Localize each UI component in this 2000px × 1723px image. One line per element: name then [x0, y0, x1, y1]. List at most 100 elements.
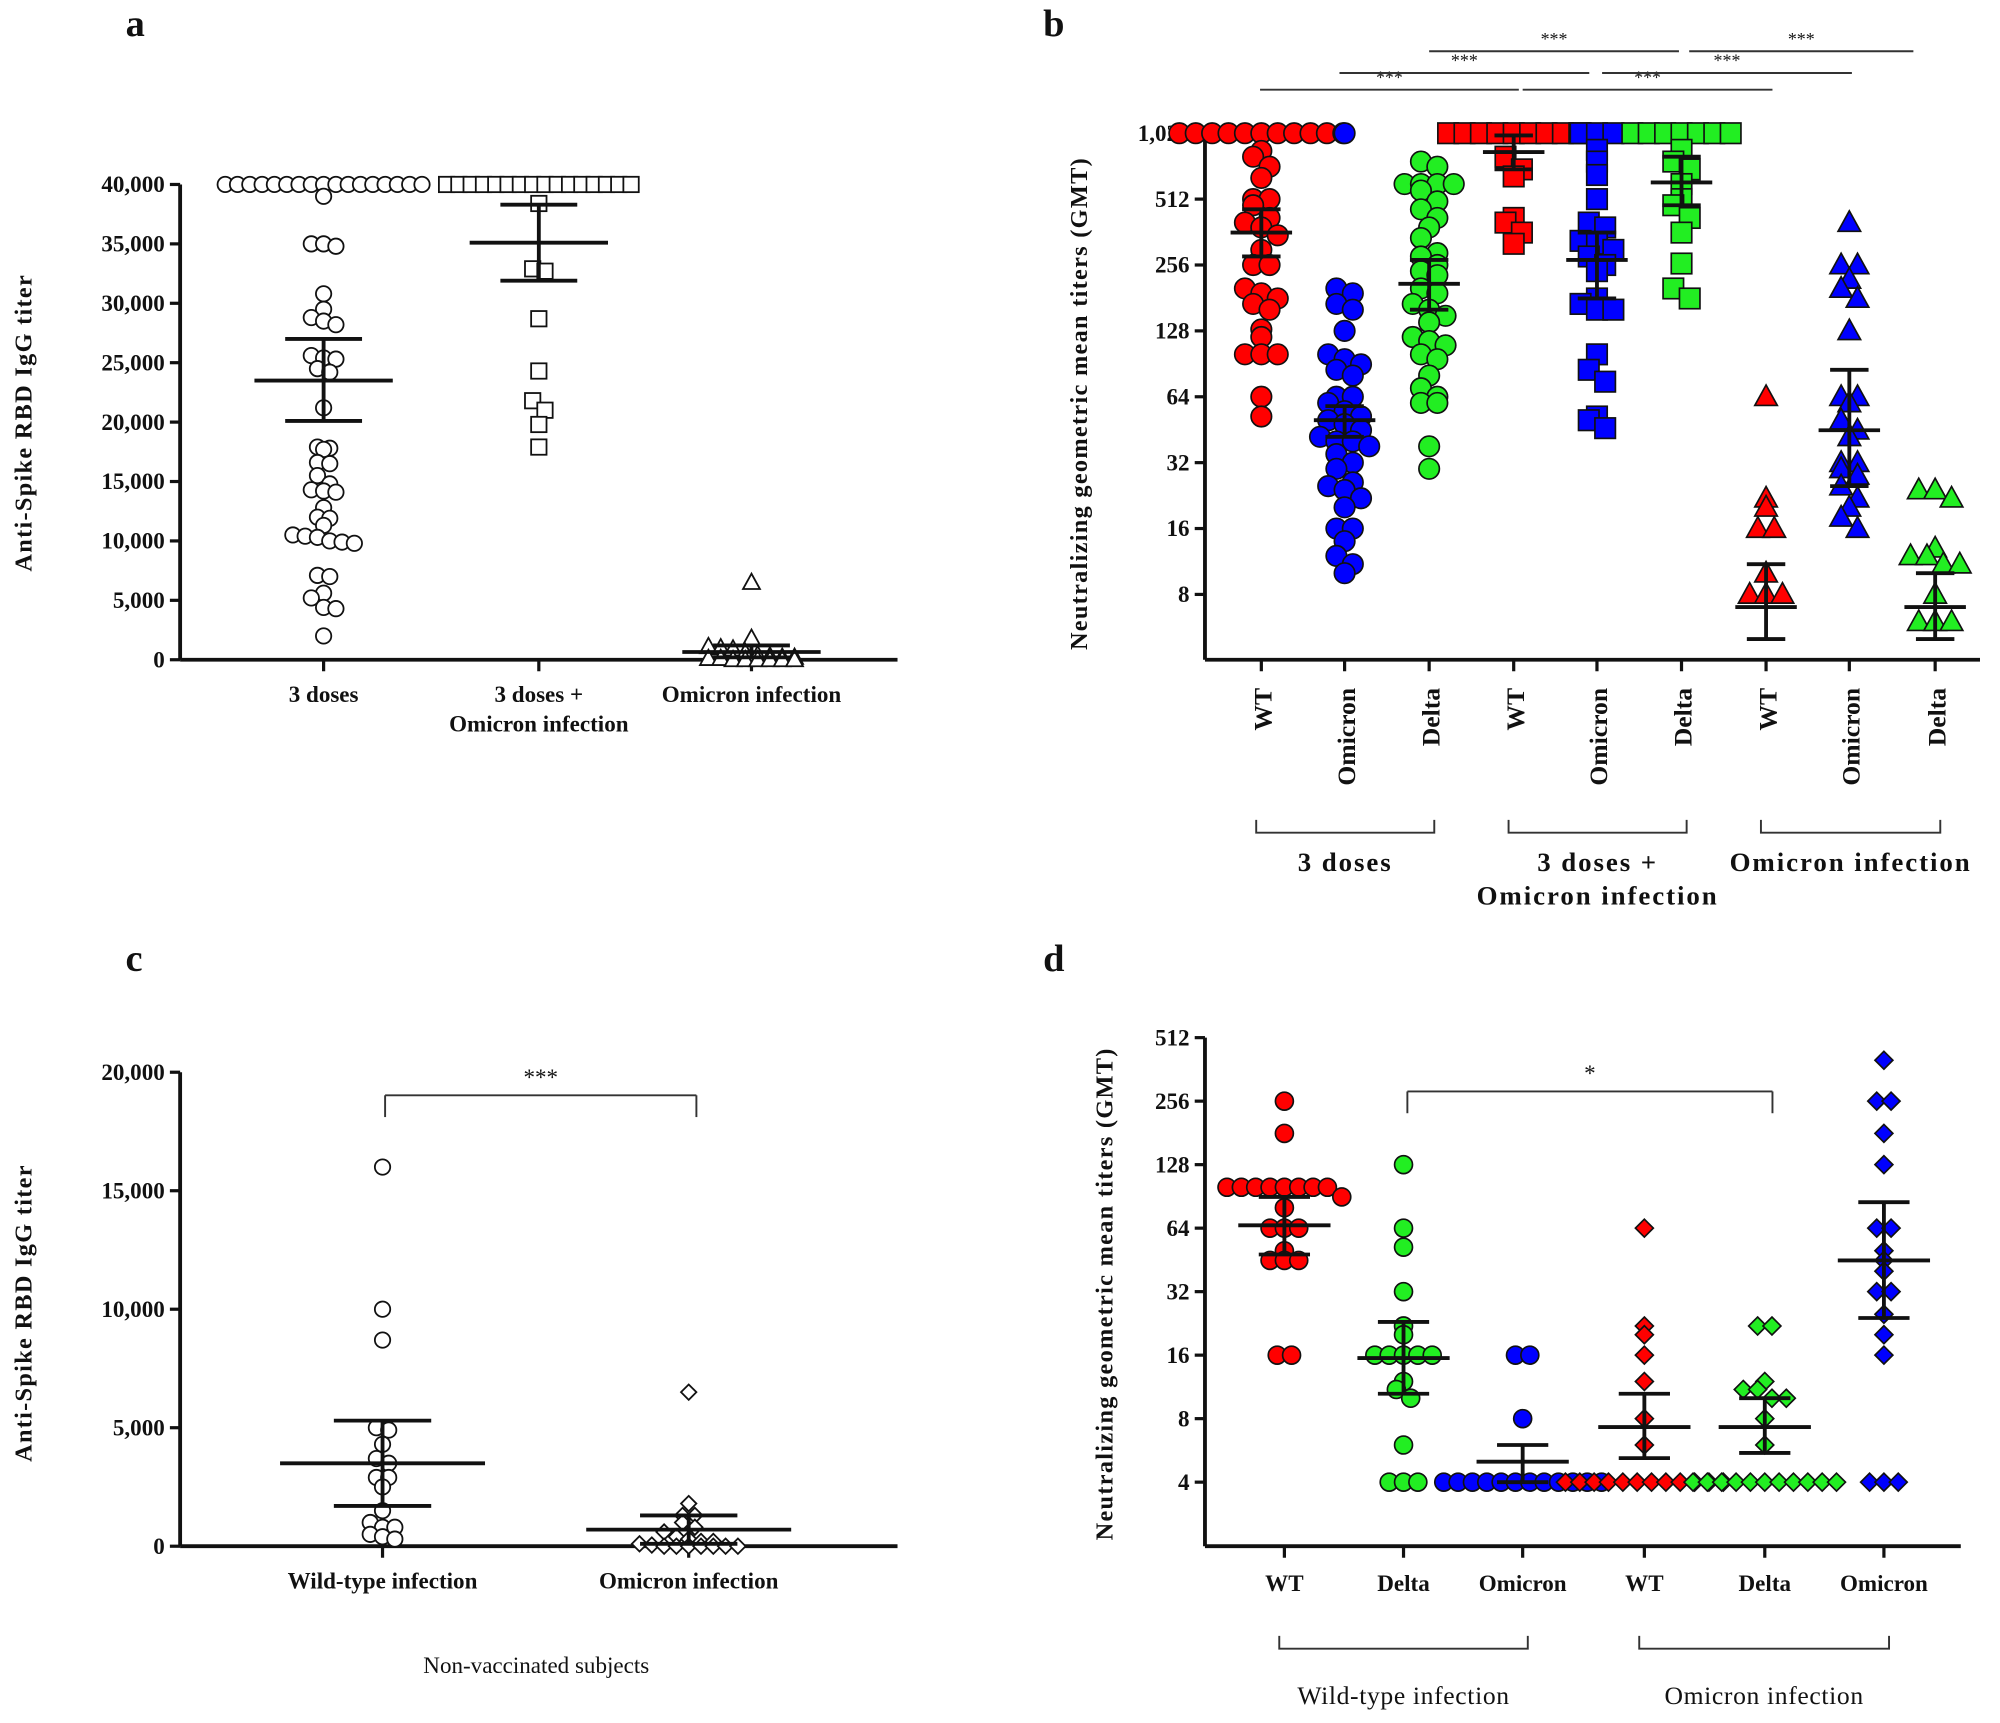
x-tick-label: Omicron [1332, 688, 1361, 786]
significance-label: *** [1714, 51, 1741, 71]
x-tick-label: 3 doses + [494, 681, 583, 707]
group-label: Omicron infection [1730, 847, 1972, 877]
x-tick-label: Delta [1922, 688, 1951, 747]
series-1 [1217, 1091, 1352, 1365]
x-tick-label: WT [1753, 688, 1782, 731]
panel-letter: d [1043, 938, 1064, 980]
data-point [1333, 319, 1356, 342]
data-point [1906, 608, 1932, 632]
data-point [1938, 608, 1965, 632]
y-tick-label: 64 [1167, 1215, 1191, 1241]
data-point [1341, 298, 1364, 321]
data-point [1422, 1345, 1443, 1365]
data-point [1331, 1187, 1352, 1207]
y-tick-label: 5,000 [113, 587, 165, 613]
data-point [1250, 405, 1273, 428]
data-point [1783, 1472, 1804, 1493]
data-point [321, 567, 339, 586]
data-point [1317, 1177, 1338, 1198]
x-tick-label: Omicron infection [599, 1567, 779, 1593]
data-point [1418, 435, 1441, 458]
y-tick-label: 20,000 [101, 1059, 164, 1085]
data-point [1358, 435, 1381, 458]
data-point [1584, 1472, 1605, 1493]
group-bracket [1255, 819, 1436, 834]
data-point [1577, 358, 1600, 381]
y-tick-label: 25,000 [101, 349, 164, 375]
series-6 [1621, 122, 1742, 310]
x-tick-label: Omicron infection [662, 681, 842, 707]
data-point [327, 237, 345, 255]
data-point [1844, 251, 1871, 275]
data-point [1393, 1218, 1414, 1238]
y-tick-label: 128 [1155, 1151, 1190, 1177]
data-point [1906, 476, 1932, 500]
data-point [1288, 1218, 1309, 1238]
x-tick-label: WT [1265, 1570, 1304, 1596]
data-point [630, 1534, 649, 1553]
data-point [1725, 1472, 1747, 1493]
data-point [373, 1300, 392, 1318]
data-point [530, 438, 548, 456]
data-point [1670, 221, 1693, 244]
data-point [1753, 493, 1779, 517]
data-point [1393, 1435, 1414, 1455]
data-point [1745, 515, 1771, 539]
significance-label: *** [1788, 29, 1815, 49]
group-bracket [1507, 819, 1688, 834]
y-tick-label: 0 [153, 1533, 165, 1559]
panel-d: d 4 8 16 32 64 128 256 512 Neutralizing geometric… [1043, 938, 1961, 1710]
data-point [315, 627, 333, 645]
data-point [1555, 1472, 1576, 1493]
x-tick-label: Omicron [1840, 1570, 1928, 1596]
x-axis-label: Non-vaccinated subjects [423, 1652, 649, 1678]
panel-letter: c [125, 938, 142, 980]
data-point [679, 1383, 698, 1402]
data-point [1768, 1472, 1790, 1493]
group-label: 3 doses + [1537, 847, 1658, 877]
series-5 [1566, 122, 1628, 440]
data-point [1393, 1237, 1414, 1257]
series-4 [1555, 1218, 1734, 1493]
data-point [1585, 163, 1609, 187]
x-tick-label: Delta [1377, 1570, 1430, 1596]
series-3 [1433, 1345, 1612, 1492]
group-bracket [1759, 819, 1942, 834]
data-point [1393, 1154, 1414, 1175]
data-point [1938, 484, 1965, 508]
data-point [1670, 252, 1693, 275]
panel-letter: b [1043, 3, 1064, 45]
data-point [1761, 1315, 1783, 1337]
panel-letter: a [126, 3, 145, 45]
data-point [1769, 580, 1796, 604]
data-point [1266, 343, 1289, 366]
y-tick-label: 20,000 [101, 409, 164, 435]
data-point [1719, 122, 1742, 145]
series-3 [682, 571, 821, 668]
y-tick-label: 32 [1167, 449, 1190, 475]
series-7 [1735, 383, 1797, 642]
data-point [1922, 476, 1948, 500]
data-point [1836, 317, 1863, 341]
significance-label: *** [523, 1064, 558, 1090]
data-point [1747, 1315, 1768, 1337]
data-point [536, 401, 554, 419]
data-point [327, 600, 345, 618]
data-point [1711, 1472, 1732, 1493]
data-point [1888, 1472, 1909, 1493]
data-point [1873, 1345, 1895, 1366]
y-tick-label: 5,000 [113, 1414, 165, 1440]
series-2 [1357, 1154, 1450, 1492]
group-label: 3 doses [1298, 847, 1393, 877]
y-tick-label: 16 [1167, 515, 1190, 541]
data-point [1418, 311, 1441, 334]
data-point [1585, 188, 1609, 211]
data-point [1408, 1472, 1428, 1492]
data-point [741, 571, 762, 590]
data-point [622, 175, 640, 194]
data-point [1520, 1345, 1540, 1365]
data-point [1873, 1324, 1895, 1345]
y-tick-label: 40,000 [101, 171, 164, 197]
data-point [1418, 457, 1441, 480]
